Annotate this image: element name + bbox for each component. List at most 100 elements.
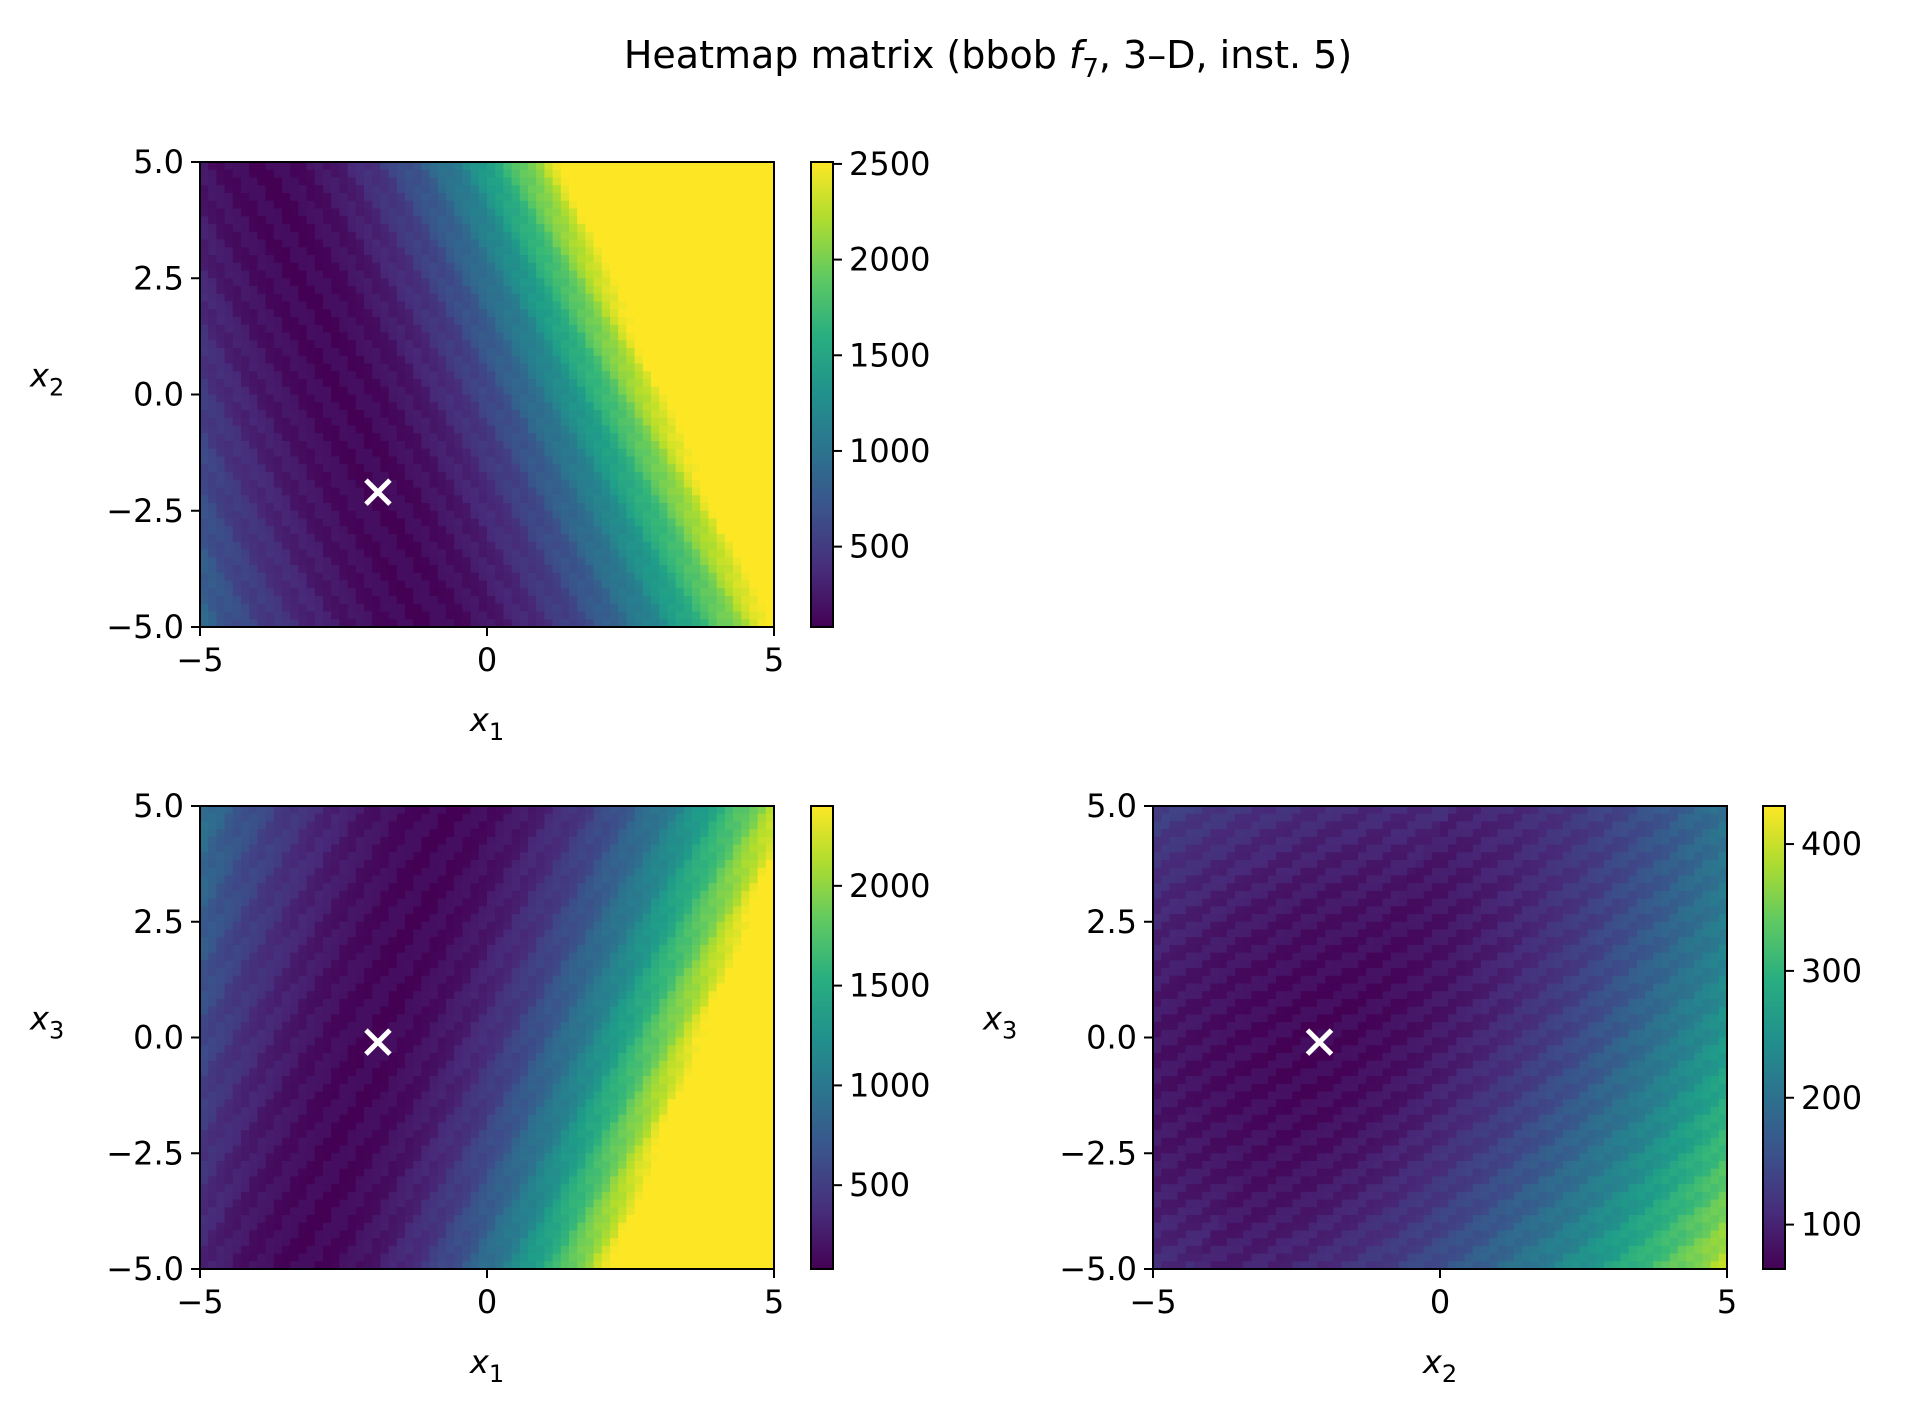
heatmap-cell [429, 472, 439, 481]
heatmap-cell [241, 293, 250, 303]
heatmap-cell [347, 262, 357, 272]
heatmap-cell [421, 603, 431, 613]
heatmap-cell [388, 503, 398, 512]
heatmap-cell [200, 921, 209, 931]
heatmap-cell [306, 185, 316, 194]
heatmap-cell [331, 456, 340, 465]
heatmap-cell [626, 340, 636, 349]
heatmap-cell [446, 541, 455, 551]
heatmap-cell [421, 510, 431, 520]
heatmap-cell [757, 611, 767, 620]
heatmap-cell [241, 860, 250, 869]
heatmap-cell [200, 503, 209, 512]
heatmap-cell [478, 510, 488, 520]
heatmap-cell [339, 379, 349, 388]
heatmap-cell [265, 860, 275, 869]
heatmap-cell [208, 1191, 217, 1201]
heatmap-cell [610, 557, 619, 566]
heatmap-cell [495, 200, 504, 210]
heatmap-cell [331, 340, 340, 349]
heatmap-cell [446, 441, 455, 450]
heatmap-cell [347, 410, 357, 419]
heatmap-cell [331, 371, 340, 380]
heatmap-cell [421, 255, 431, 264]
heatmap-cell [749, 526, 759, 535]
heatmap-cell [642, 239, 652, 248]
heatmap-cell [495, 270, 504, 279]
heatmap-cell [380, 503, 390, 512]
heatmap-cell [675, 293, 685, 303]
heatmap-cell [232, 1045, 242, 1054]
heatmap-cell [273, 224, 283, 233]
heatmap-cell [208, 580, 217, 589]
heatmap-cell [241, 1068, 250, 1077]
heatmap-cell [282, 472, 291, 481]
heatmap-cell [208, 1176, 217, 1185]
heatmap-cell [437, 355, 447, 365]
heatmap-cell [675, 549, 685, 558]
heatmap-cell [683, 293, 693, 303]
heatmap-cell [659, 169, 668, 179]
heatmap-cell [290, 937, 299, 946]
heatmap-cell [610, 580, 619, 589]
heatmap-cell [429, 487, 439, 496]
heatmap-cell [232, 317, 242, 326]
heatmap-cell [396, 363, 406, 372]
heatmap-cell [347, 510, 357, 520]
heatmap-cell [683, 565, 693, 574]
heatmap-cell [675, 410, 685, 419]
heatmap-cell [560, 324, 570, 334]
heatmap-cell [413, 286, 422, 295]
heatmap-cell [462, 193, 472, 202]
heatmap-cell [487, 464, 496, 473]
heatmap-cell [511, 317, 521, 326]
heatmap-cell [314, 402, 324, 411]
heatmap-cell [724, 379, 734, 388]
heatmap-cell [290, 806, 299, 815]
heatmap-cell [298, 983, 308, 992]
heatmap-cell [429, 410, 439, 419]
heatmap-cell [298, 968, 308, 977]
heatmap-cell [380, 456, 390, 465]
heatmap-cell [692, 239, 701, 248]
heatmap-cell [331, 518, 340, 527]
heatmap-cell [282, 340, 291, 349]
heatmap-cell [536, 565, 545, 574]
heatmap-cell [692, 495, 701, 504]
heatmap-cell [282, 1060, 291, 1069]
heatmap-cell [429, 510, 439, 520]
heatmap-cell [610, 348, 619, 357]
heatmap-cell [200, 1176, 209, 1185]
heatmap-cell [577, 348, 586, 357]
heatmap-cell [388, 410, 398, 419]
heatmap-cell [503, 557, 513, 566]
heatmap-cell [347, 596, 357, 605]
heatmap-cell [454, 177, 463, 186]
heatmap-cell [232, 479, 242, 489]
heatmap-cell [765, 495, 775, 504]
heatmap-cell [200, 937, 209, 946]
heatmap-cell [708, 386, 718, 396]
heatmap-cell [208, 852, 217, 861]
heatmap-cell [314, 596, 324, 605]
heatmap-cell [273, 510, 283, 520]
heatmap-cell [569, 355, 578, 365]
heatmap-cell [511, 518, 521, 527]
heatmap-cell [765, 518, 775, 527]
heatmap-cell [749, 216, 759, 225]
heatmap-cell [405, 363, 414, 372]
heatmap-cell [282, 200, 291, 210]
heatmap-cell [675, 596, 685, 605]
heatmap-cell [208, 1137, 217, 1147]
heatmap-cell [405, 541, 414, 551]
heatmap-cell [200, 588, 209, 597]
heatmap-cell [446, 402, 455, 411]
heatmap-cell [634, 394, 644, 403]
heatmap-cell [593, 611, 603, 620]
heatmap-cell [741, 417, 750, 427]
heatmap-cell [273, 1091, 283, 1100]
heatmap-cell [478, 386, 488, 396]
heatmap-cell [642, 588, 652, 597]
heatmap-cell [659, 534, 668, 543]
heatmap-cell [339, 224, 349, 233]
